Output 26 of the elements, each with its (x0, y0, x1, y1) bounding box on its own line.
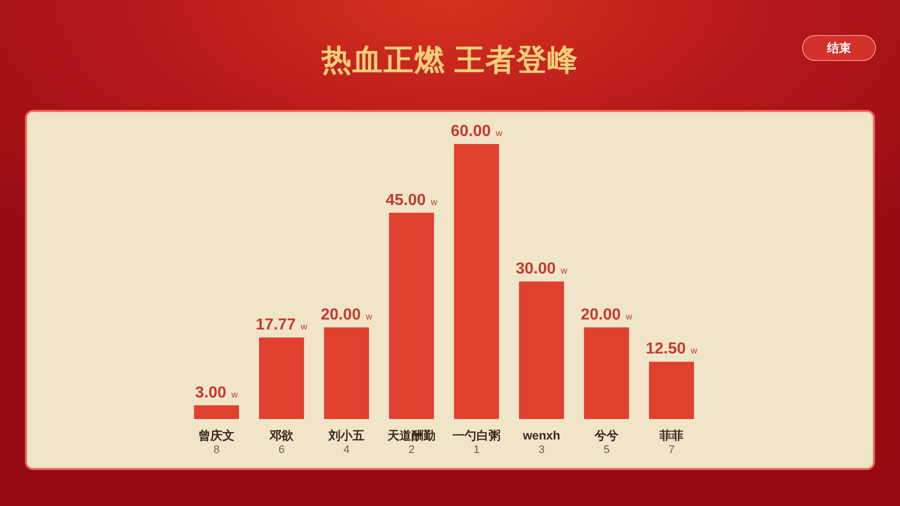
bar (259, 338, 304, 419)
x-tick-label: 一勺白粥 1 (452, 428, 500, 456)
bar (519, 282, 564, 419)
bar (194, 405, 239, 419)
data-label: 3.00 w (195, 384, 238, 402)
x-tick-label: 天道酬勤 2 (386, 428, 436, 456)
end-button: 结束 (802, 35, 876, 61)
bar (454, 144, 499, 419)
x-tick-label: 刘小五 4 (328, 428, 364, 456)
x-tick-label: 曾庆文 8 (198, 428, 234, 456)
bar (324, 327, 369, 419)
bar (584, 327, 629, 419)
data-label: 45.00 w (386, 192, 438, 209)
data-label: 20.00 w (320, 306, 373, 324)
x-tick-label: 菲菲 7 (658, 428, 684, 456)
data-label: 12.50 w (646, 340, 698, 358)
x-tick-label: 邓欲 6 (268, 428, 294, 456)
bar (649, 362, 694, 419)
bar (389, 212, 434, 419)
x-tick-label: wenxh 3 (522, 428, 560, 456)
data-label: 17.77 w (256, 316, 308, 334)
data-label: 20.00 w (580, 306, 633, 324)
x-tick-label: 兮兮 5 (594, 428, 620, 456)
data-label: 30.00 w (516, 260, 568, 278)
chart-title: 热血正燃 王者登峰 (321, 44, 579, 77)
data-label: 60.00 w (450, 123, 503, 140)
